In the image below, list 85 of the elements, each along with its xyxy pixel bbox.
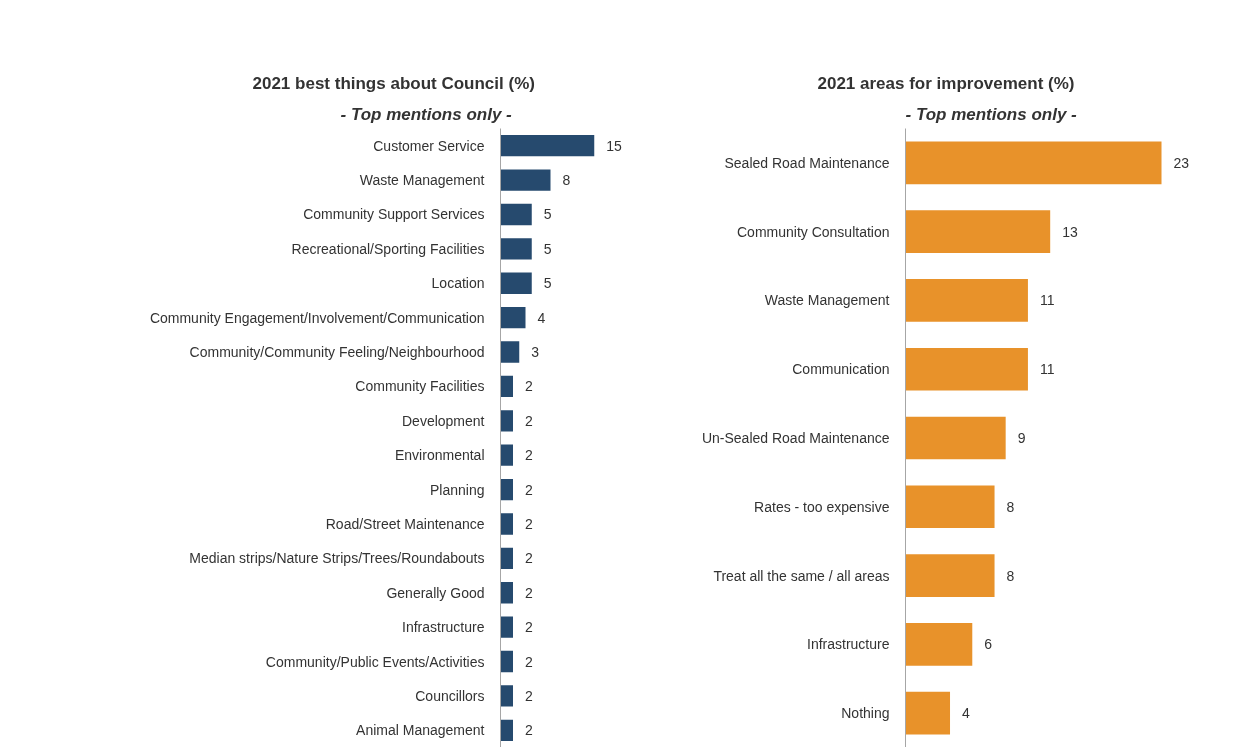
bar xyxy=(500,616,513,638)
y-tick-label: Infrastructure xyxy=(807,636,890,653)
bar xyxy=(905,485,995,529)
data-label: 5 xyxy=(543,240,552,257)
y-tick-label: Un-Sealed Road Maintenance xyxy=(701,430,890,446)
data-label: 2 xyxy=(525,584,533,601)
bar xyxy=(500,203,532,226)
bar xyxy=(500,135,595,157)
data-label: 11 xyxy=(1039,361,1055,378)
y-tick-label: Road/Street Maintenance xyxy=(325,515,485,532)
bar xyxy=(905,279,1028,322)
chart-subtitle: - Top mentions only - xyxy=(905,104,1078,124)
data-label: 9 xyxy=(1017,430,1026,446)
y-tick-label: Median strips/Nature Strips/Trees/Roundabouts xyxy=(189,550,485,567)
y-tick-label: Community Engagement/Involvement/Communication xyxy=(149,309,485,326)
y-tick-label: Community/Community Feeling/Neighbourhood xyxy=(189,344,485,361)
y-tick-label: Councillors xyxy=(415,687,485,704)
y-tick-label: Generally Good xyxy=(386,584,485,601)
y-tick-label: Rates - too expensive xyxy=(754,498,890,515)
chart-title: 2021 areas for improvement (%) xyxy=(817,73,1075,93)
chart-subtitle: - Top mentions only - xyxy=(340,104,513,124)
data-label: 2 xyxy=(525,515,533,532)
bar xyxy=(500,582,513,604)
data-label: 2 xyxy=(525,687,533,704)
data-label: 8 xyxy=(562,172,571,189)
data-label: 11 xyxy=(1039,292,1055,309)
y-tick-label: Community Consultation xyxy=(736,223,890,240)
bar xyxy=(905,210,1051,253)
y-tick-label: Infrastructure xyxy=(402,619,485,636)
data-label: 4 xyxy=(962,705,971,722)
data-label: 5 xyxy=(543,206,552,223)
bar xyxy=(500,513,513,535)
bar xyxy=(500,341,520,363)
y-tick-label: Waste Management xyxy=(764,292,890,309)
data-label: 5 xyxy=(543,275,552,292)
bar xyxy=(500,169,551,191)
bar xyxy=(500,719,513,741)
bar xyxy=(905,141,1162,185)
data-label: 8 xyxy=(1006,498,1015,515)
data-label: 8 xyxy=(1006,567,1015,584)
bar xyxy=(905,347,1028,391)
data-label: 4 xyxy=(537,309,546,326)
bar xyxy=(500,650,513,673)
y-tick-label: Treat all the same / all areas xyxy=(713,567,890,584)
y-tick-label: Sealed Road Maintenance xyxy=(724,154,890,171)
data-label: 15 xyxy=(606,137,623,154)
data-label: 13 xyxy=(1062,223,1078,240)
y-tick-label: Nothing xyxy=(841,705,890,722)
bar xyxy=(905,623,973,666)
data-label: 3 xyxy=(531,344,540,361)
data-label: 6 xyxy=(984,636,993,653)
chart-title: 2021 best things about Council (%) xyxy=(252,73,535,93)
data-label: 2 xyxy=(525,481,533,498)
bar xyxy=(500,478,513,501)
data-label: 2 xyxy=(525,447,533,464)
y-tick-label: Location xyxy=(431,275,485,292)
data-label: 23 xyxy=(1173,154,1190,171)
y-tick-label: Community Support Services xyxy=(303,206,485,223)
y-tick-label: Animal Management xyxy=(356,722,485,739)
y-tick-label: Community/Public Events/Activities xyxy=(265,653,485,670)
y-tick-label: Planning xyxy=(430,481,485,498)
data-label: 2 xyxy=(525,653,533,670)
bar xyxy=(500,375,513,398)
bar xyxy=(905,416,1006,460)
bar xyxy=(500,547,513,570)
bar xyxy=(500,410,513,432)
data-label: 2 xyxy=(525,412,533,429)
data-label: 2 xyxy=(525,378,533,395)
data-label: 2 xyxy=(525,722,533,739)
data-label: 2 xyxy=(525,550,533,567)
bar xyxy=(500,238,532,260)
y-tick-label: Communication xyxy=(792,361,890,378)
bar xyxy=(500,306,526,329)
y-tick-label: Development xyxy=(402,412,485,429)
data-label: 2 xyxy=(525,619,533,636)
y-tick-label: Environmental xyxy=(395,447,485,464)
bar xyxy=(500,272,532,294)
y-tick-label: Recreational/Sporting Facilities xyxy=(291,240,485,257)
y-tick-label: Community Facilities xyxy=(355,378,485,395)
y-tick-label: Waste Management xyxy=(359,172,485,189)
bar xyxy=(500,444,513,466)
y-tick-label: Customer Service xyxy=(373,137,485,154)
bar xyxy=(905,691,951,735)
bar xyxy=(500,685,513,707)
bar xyxy=(905,554,995,597)
